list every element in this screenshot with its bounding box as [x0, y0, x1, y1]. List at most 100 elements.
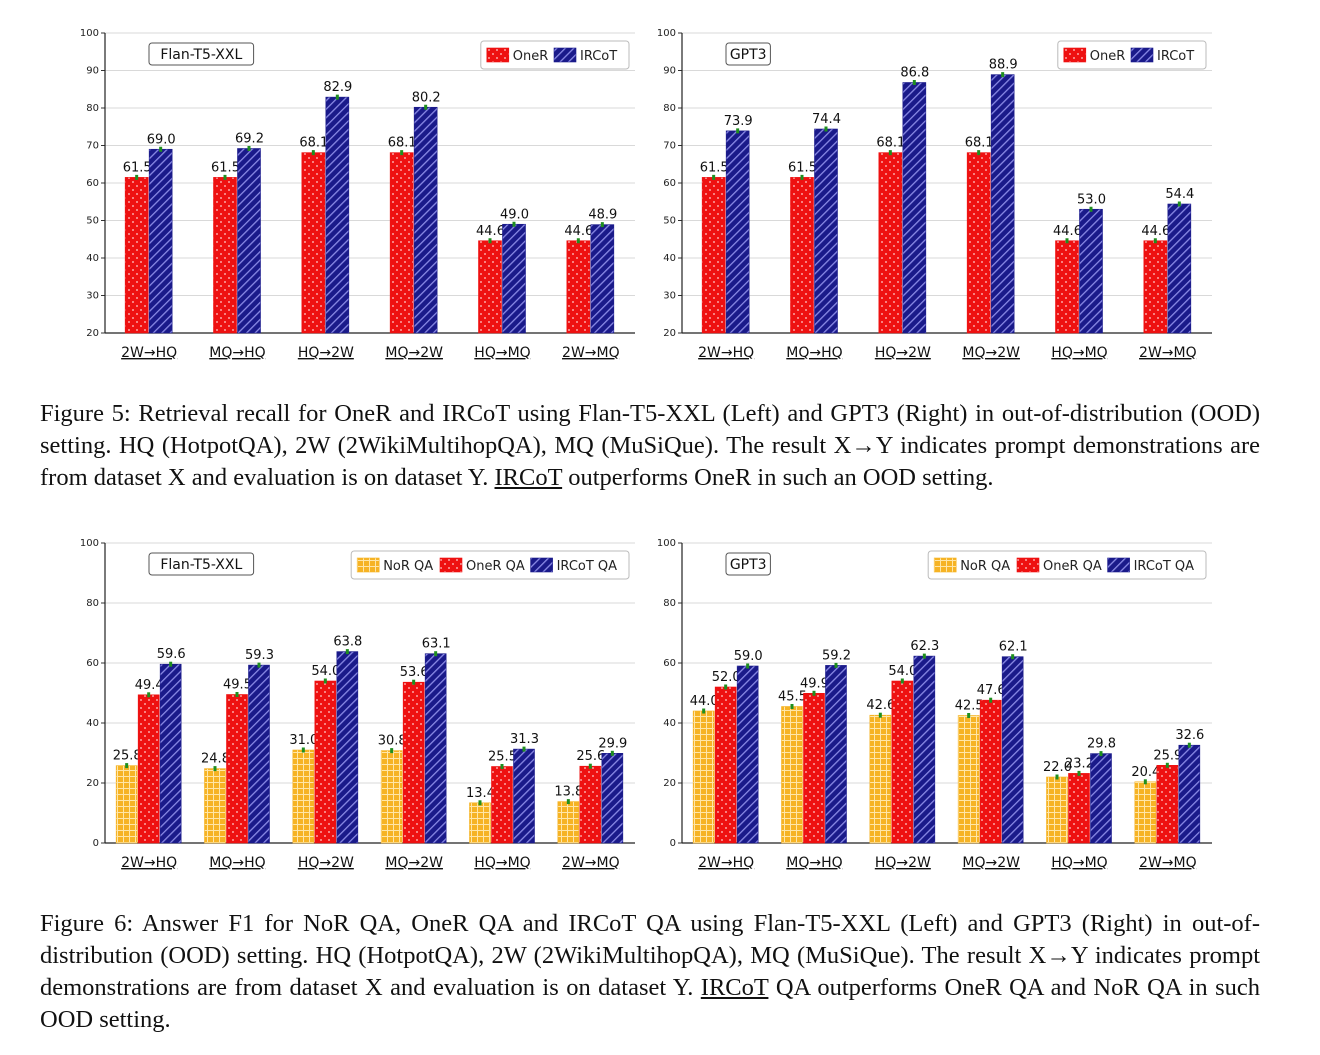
bar-ircot — [424, 653, 447, 844]
bar-nor — [469, 802, 491, 844]
y-tick-label: 50 — [86, 216, 99, 227]
x-tick-label: HQ→MQ — [1051, 345, 1107, 361]
bar-oner — [701, 177, 726, 334]
chart-title: Flan-T5-XXL — [160, 47, 242, 63]
chart-title: GPT3 — [730, 47, 767, 63]
bar-oner — [124, 177, 149, 334]
x-tick-label: HQ→2W — [875, 345, 931, 361]
bar-value-label: 47.6 — [977, 683, 1006, 698]
x-tick-label: 2W→MQ — [562, 345, 620, 361]
bar-ircot — [601, 753, 624, 844]
legend-box — [350, 550, 630, 580]
bar-value-label: 31.0 — [289, 733, 318, 748]
figure5-caption: Figure 5: Retrieval recall for OneR and … — [40, 398, 1260, 494]
bar-ircot — [248, 664, 270, 844]
y-tick-label: 80 — [86, 103, 99, 114]
y-tick-label: 40 — [663, 253, 676, 264]
y-tick-label: 30 — [86, 291, 99, 302]
y-tick-label: 90 — [86, 66, 99, 77]
fig5-left-chart: 20 30 40 50 60 70 80 90 100 61.5 69.0 2W→HQ 61.5 69.2… — [80, 28, 635, 361]
bar-oner — [402, 681, 425, 844]
bar-ircot — [590, 224, 615, 334]
legend-swatch-ircot — [1130, 47, 1154, 63]
bar-value-label: 49.0 — [500, 207, 529, 222]
bar-value-label: 68.1 — [965, 136, 994, 151]
bar-value-label: 61.5 — [700, 160, 729, 175]
chart-title: Flan-T5-XXL — [160, 557, 242, 573]
y-tick-label: 100 — [80, 538, 99, 549]
bar-nor — [869, 714, 892, 844]
y-tick-label: 60 — [663, 658, 676, 669]
bar-ircot — [513, 748, 535, 844]
figure6-caption-tail: QA outperforms OneR QA and NoR QA in suc… — [40, 974, 1260, 1033]
bar-value-label: 25.6 — [576, 749, 605, 764]
y-tick-label: 0 — [670, 838, 676, 849]
bar-nor — [781, 706, 803, 844]
bar-value-label: 54.0 — [888, 664, 917, 679]
bar-value-label: 25.5 — [488, 750, 517, 765]
bar-value-label: 44.6 — [564, 224, 593, 239]
bar-value-label: 68.1 — [388, 136, 417, 151]
bar-value-label: 80.2 — [412, 90, 441, 105]
bar-ircot — [814, 128, 838, 334]
bar-value-label: 53.6 — [400, 665, 429, 680]
bar-value-label: 23.2 — [1065, 756, 1094, 771]
bar-oner — [1143, 240, 1168, 334]
x-tick-label: MQ→2W — [962, 855, 1020, 871]
bar-value-label: 61.5 — [211, 160, 240, 175]
bar-oner — [213, 177, 237, 334]
legend-swatch-ircot — [1107, 557, 1130, 573]
bar-value-label: 44.6 — [1053, 224, 1082, 239]
bar-value-label: 88.9 — [989, 58, 1018, 73]
bar-value-label: 69.2 — [235, 132, 264, 147]
x-tick-label: 2W→MQ — [1139, 345, 1197, 361]
chart-title-box — [725, 552, 771, 576]
bar-value-label: 53.0 — [1077, 192, 1106, 207]
bar-value-label: 42.6 — [866, 698, 895, 713]
bar-ircot — [1090, 753, 1112, 844]
y-tick-label: 20 — [663, 328, 676, 339]
y-tick-label: 60 — [86, 178, 99, 189]
bar-value-label: 13.8 — [554, 785, 583, 800]
bar-nor — [380, 750, 403, 844]
bar-value-label: 22.0 — [1043, 760, 1072, 775]
legend-swatch-nor — [356, 557, 380, 573]
bar-oner — [301, 152, 326, 334]
bar-value-label: 54.4 — [1165, 187, 1194, 202]
bar-value-label: 59.3 — [245, 648, 274, 663]
legend-swatch-oner — [1063, 47, 1087, 63]
chart-title-box — [148, 42, 255, 66]
legend-label-nor: NoR QA — [383, 559, 433, 574]
bar-ircot — [1167, 203, 1192, 334]
bar-value-label: 44.6 — [1141, 224, 1170, 239]
figure5-caption-tail: outperforms OneR in such an OOD setting. — [562, 464, 994, 491]
bar-value-label: 59.0 — [734, 649, 763, 664]
legend-label-oner: OneR — [513, 49, 549, 64]
bar-ircot — [736, 665, 759, 844]
bar-value-label: 62.1 — [999, 640, 1028, 655]
legend-swatch-oner — [486, 47, 510, 63]
bar-value-label: 49.4 — [135, 678, 164, 693]
bar-ircot — [725, 130, 750, 334]
bar-value-label: 54.0 — [311, 664, 340, 679]
legend-label-oner: OneR QA — [466, 559, 525, 574]
chart-title: GPT3 — [730, 557, 767, 573]
chart-title-box — [148, 552, 255, 576]
bar-oner — [478, 240, 502, 334]
bar-value-label: 25.8 — [113, 749, 142, 764]
x-tick-label: MQ→2W — [962, 345, 1020, 361]
bar-value-label: 52.0 — [712, 670, 741, 685]
bar-ircot — [502, 223, 526, 334]
legend-label-ircot: IRCoT — [1157, 49, 1194, 64]
x-tick-label: MQ→2W — [385, 345, 443, 361]
bar-ircot — [413, 106, 438, 334]
bar-oner — [491, 766, 513, 844]
bar-value-label: 44.0 — [690, 694, 719, 709]
bar-oner — [314, 680, 337, 844]
y-tick-label: 60 — [86, 658, 99, 669]
x-tick-label: 2W→MQ — [1139, 855, 1197, 871]
bar-oner — [891, 680, 914, 844]
figure6-caption: Figure 6: Answer F1 for NoR QA, OneR QA … — [40, 908, 1260, 1036]
bar-oner — [226, 694, 248, 844]
bar-value-label: 63.1 — [422, 637, 451, 652]
